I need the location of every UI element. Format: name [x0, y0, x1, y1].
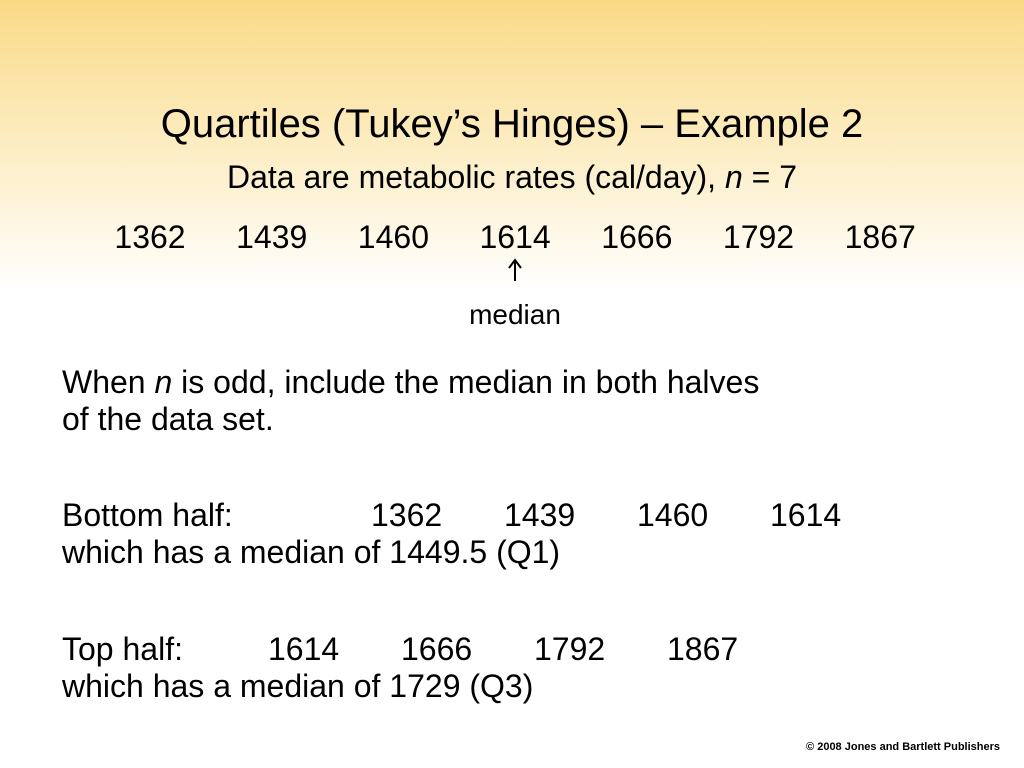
half-value: 1460	[637, 497, 708, 533]
data-value: 1460	[358, 219, 429, 255]
data-value: 1614	[480, 219, 551, 255]
half-value: 1792	[534, 631, 605, 667]
paragraph-line: of the data set.	[62, 401, 274, 437]
paragraph-line: When n is odd, include the median in bot…	[62, 364, 759, 400]
half-value: 1614	[770, 497, 841, 533]
title: Quartiles (Tukey’s Hinges) – Example 2	[161, 102, 864, 146]
half-value: 1614	[268, 631, 339, 667]
paragraph-var: n	[154, 364, 172, 400]
half-note: which has a median of 1449.5 (Q1)	[61, 534, 560, 570]
subtitle-text: Data are metabolic rates (cal/day),	[227, 159, 716, 195]
subtitle: Data are metabolic rates (cal/day), n = …	[227, 159, 797, 195]
data-row: 1362 1439 1460 1614 1666 1792 1867	[114, 219, 915, 255]
paragraph-text: is odd, include the median in both halve…	[181, 364, 759, 400]
data-value: 1666	[601, 219, 672, 255]
half-values: 1362 1439 1460 1614	[371, 497, 841, 533]
half-label: Bottom half:	[62, 497, 233, 533]
half-label: Top half:	[62, 631, 183, 667]
half-values: 1614 1666 1792 1867	[268, 631, 738, 667]
data-value: 1439	[236, 219, 307, 255]
subtitle-text: = 7	[752, 159, 797, 195]
paragraph-text: When	[62, 364, 146, 400]
subtitle-var: n	[725, 159, 743, 195]
data-value: 1867	[845, 219, 916, 255]
half-value: 1362	[371, 497, 442, 533]
data-value: 1362	[114, 219, 185, 255]
median-label: median	[469, 299, 561, 330]
data-value: 1792	[723, 219, 794, 255]
median-arrow-head	[508, 258, 522, 269]
half-note: which has a median of 1729 (Q3)	[61, 668, 533, 704]
half-value: 1867	[667, 631, 738, 667]
footer: © 2008 Jones and Bartlett Publishers	[806, 741, 1000, 753]
half-value: 1666	[401, 631, 472, 667]
half-value: 1439	[504, 497, 575, 533]
